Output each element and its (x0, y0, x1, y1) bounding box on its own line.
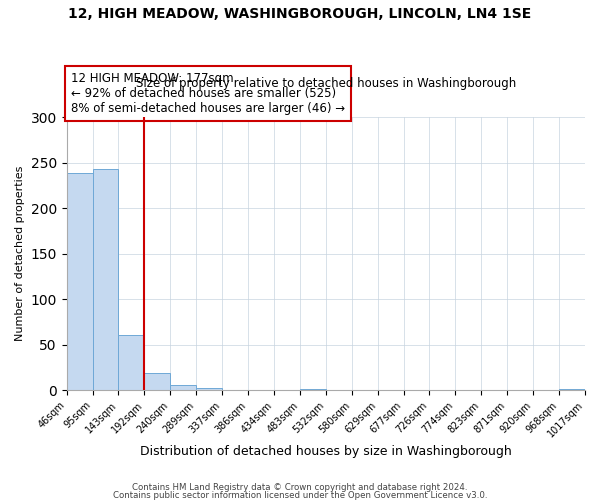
Text: Contains HM Land Registry data © Crown copyright and database right 2024.: Contains HM Land Registry data © Crown c… (132, 484, 468, 492)
Bar (559, 389, 585, 390)
Bar (92, 169, 118, 390)
Bar (145, 373, 170, 390)
Text: Contains public sector information licensed under the Open Government Licence v3: Contains public sector information licen… (113, 490, 487, 500)
Text: 12 HIGH MEADOW: 177sqm
← 92% of detached houses are smaller (525)
8% of semi-det: 12 HIGH MEADOW: 177sqm ← 92% of detached… (71, 72, 344, 115)
Y-axis label: Number of detached properties: Number of detached properties (15, 166, 25, 342)
Bar (118, 336, 145, 390)
Bar (170, 384, 196, 390)
Bar (67, 172, 92, 390)
X-axis label: Distribution of detached houses by size in Washingborough: Distribution of detached houses by size … (140, 444, 512, 458)
Text: 12, HIGH MEADOW, WASHINGBOROUGH, LINCOLN, LN4 1SE: 12, HIGH MEADOW, WASHINGBOROUGH, LINCOLN… (68, 8, 532, 22)
Title: Size of property relative to detached houses in Washingborough: Size of property relative to detached ho… (136, 76, 516, 90)
Bar (196, 388, 222, 390)
Bar (300, 389, 326, 390)
